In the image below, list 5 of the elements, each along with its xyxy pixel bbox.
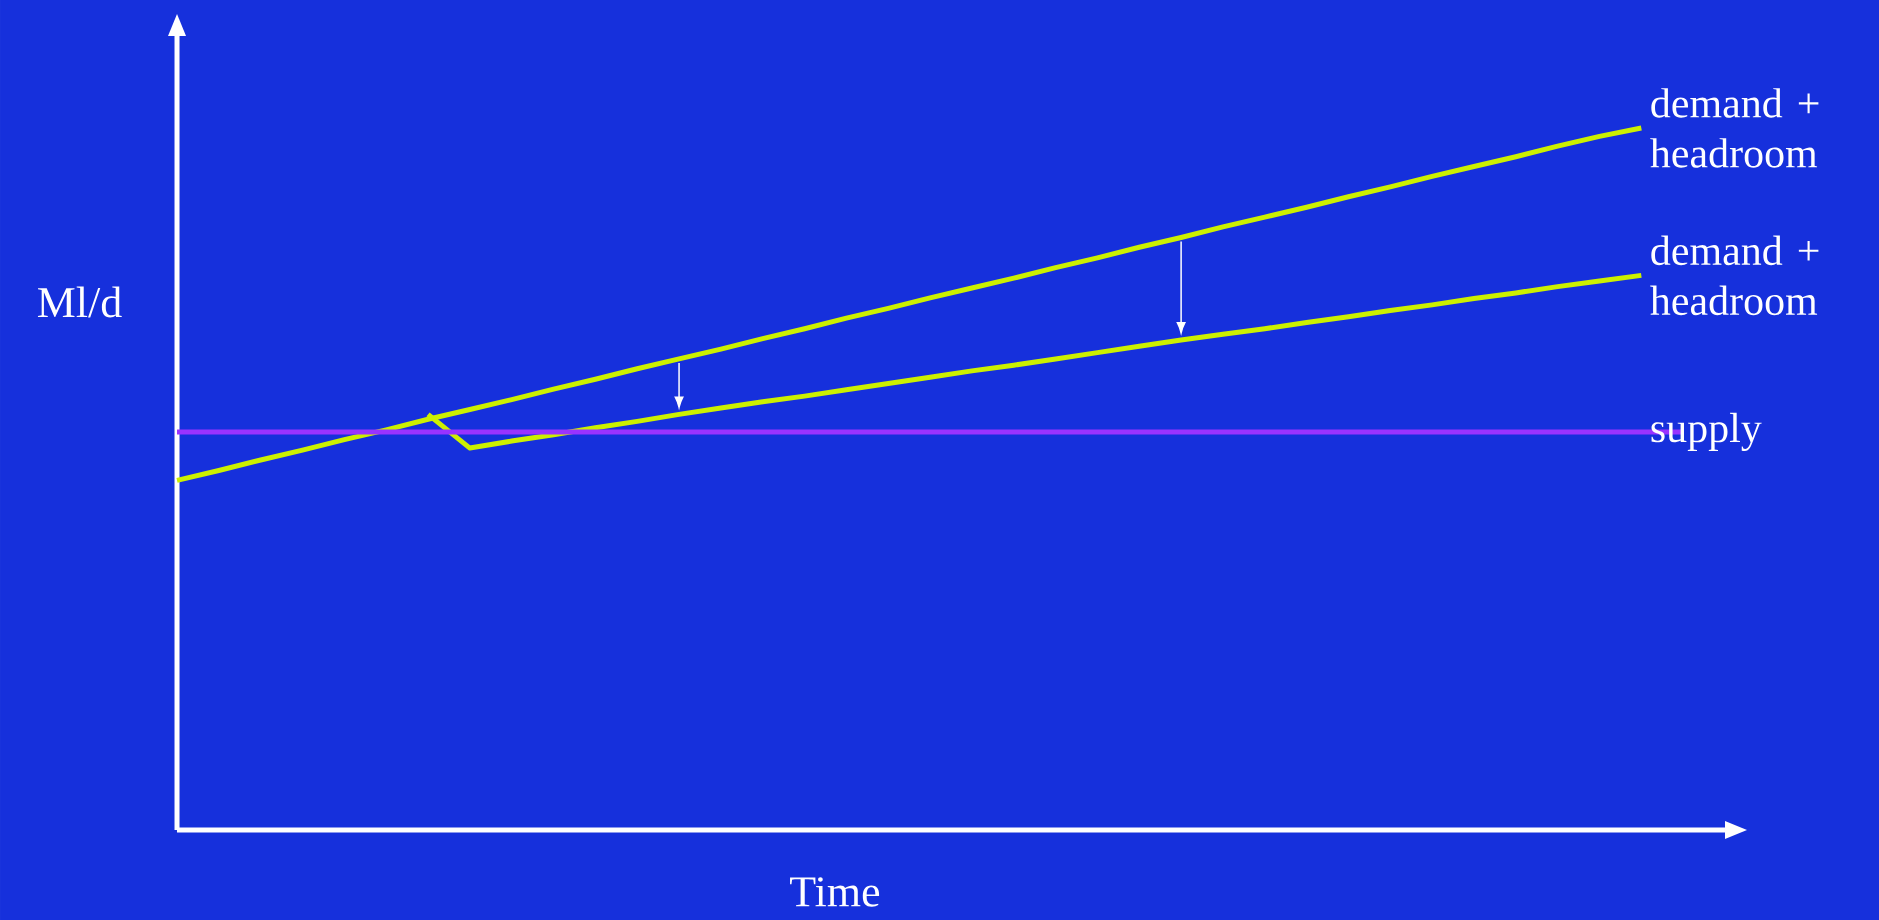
series-label: demand + headroom: [1650, 88, 1819, 168]
x-axis-title: Time: [790, 877, 880, 907]
series-label: demand + headroom: [1650, 235, 1819, 316]
y-axis-title: Ml/d: [37, 286, 122, 318]
series-label: supply: [1651, 412, 1762, 452]
